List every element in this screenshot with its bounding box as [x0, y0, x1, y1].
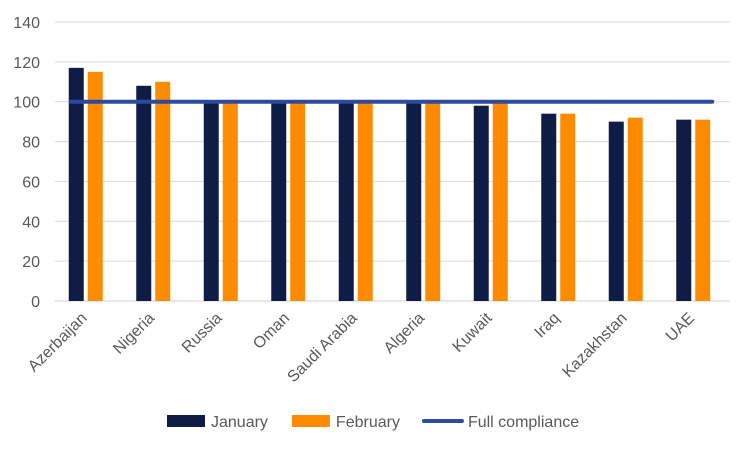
x-tick-label: Iraq [532, 310, 564, 342]
bar-february-kuwait [492, 101, 508, 301]
bar-january-kazakhstan [608, 121, 624, 302]
y-tick-label: 140 [13, 15, 40, 32]
bar-january-azerbaijan [68, 67, 84, 301]
y-tick-label: 100 [13, 95, 40, 112]
bar-february-azerbaijan [87, 71, 103, 301]
x-tick-label: Algeria [381, 310, 428, 357]
x-tick-label: Oman [250, 310, 293, 353]
legend-label-february: February [336, 414, 400, 431]
bar-january-kuwait [473, 105, 489, 301]
y-tick-label: 40 [22, 214, 40, 231]
bar-january-saudi-arabia [338, 101, 354, 301]
x-tick-label: Russia [179, 310, 226, 357]
legend-label-january: January [211, 414, 268, 431]
y-tick-label: 20 [22, 254, 40, 271]
x-tick-label: Azerbaijan [25, 310, 90, 375]
bar-february-oman [290, 101, 306, 301]
y-tick-label: 80 [22, 135, 40, 152]
legend-swatch-february [291, 415, 330, 427]
y-tick-label: 120 [13, 55, 40, 72]
bar-january-uae [676, 119, 692, 302]
y-tick-label: 60 [22, 174, 40, 191]
bar-february-saudi-arabia [357, 101, 373, 301]
bar-february-iraq [560, 113, 576, 302]
y-axis: 0 20 40 60 80 100 120 140 [13, 15, 40, 311]
bar-january-iraq [541, 113, 557, 302]
bar-february-nigeria [155, 81, 171, 302]
bars [68, 67, 711, 302]
bar-february-algeria [425, 101, 441, 301]
x-tick-label: UAE [663, 310, 698, 345]
bar-january-nigeria [136, 85, 152, 302]
legend-swatch-january [167, 415, 205, 427]
bar-january-algeria [406, 101, 422, 301]
bar-february-uae [695, 119, 711, 302]
bar-february-kazakhstan [627, 117, 643, 302]
bar-january-oman [271, 101, 287, 301]
bar-february-russia [222, 101, 238, 301]
legend-label-full-compliance: Full compliance [468, 414, 579, 431]
bar-january-russia [203, 101, 219, 301]
x-tick-label: Nigeria [110, 310, 158, 358]
x-tick-label: Kuwait [450, 309, 496, 355]
y-tick-label: 0 [31, 294, 40, 311]
x-tick-label: Saudi Arabia [284, 310, 360, 386]
legend: January February Full compliance [167, 414, 579, 431]
x-tick-label: Kazakhstan [559, 310, 630, 381]
